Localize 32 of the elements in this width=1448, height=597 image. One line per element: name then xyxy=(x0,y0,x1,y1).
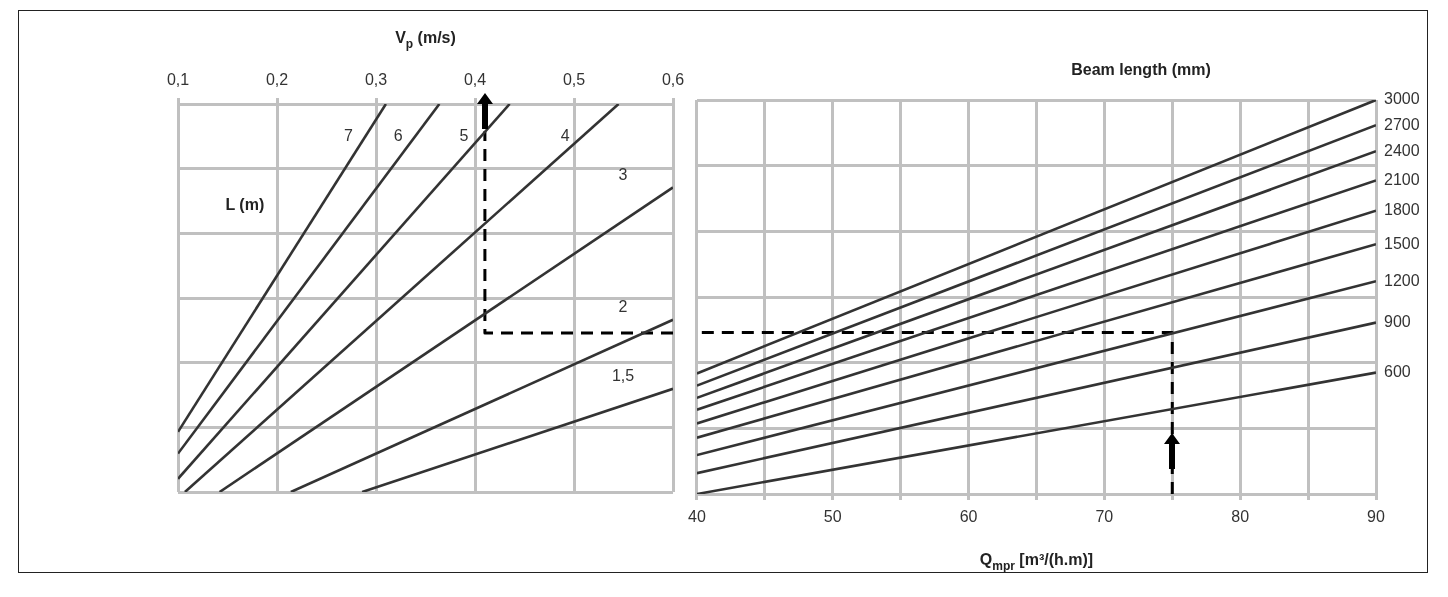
x-tick-label: 0,3 xyxy=(364,70,388,88)
series-label: 2100 xyxy=(1384,170,1420,188)
x-tick-label: 90 xyxy=(1367,508,1385,526)
series-label: 1500 xyxy=(1384,234,1420,252)
legend-title: Beam length (mm) xyxy=(1071,61,1211,78)
series-label: 3000 xyxy=(1384,90,1420,108)
series-label: 1,5 xyxy=(611,367,635,385)
series-label: 3 xyxy=(618,165,628,183)
x-tick-label: 70 xyxy=(1095,508,1114,526)
series-label: 1200 xyxy=(1384,271,1420,289)
x-axis-title: Q$_{mpr}$ [m³/(h.m)] xyxy=(979,551,1094,573)
series-label: 5 xyxy=(459,127,469,145)
x-tick-label: 0,1 xyxy=(166,70,190,88)
series-label: 1800 xyxy=(1384,201,1420,219)
x-tick-label: 0,2 xyxy=(265,70,289,88)
series-label: 2700 xyxy=(1384,115,1420,133)
series-label: 2 xyxy=(618,298,628,316)
x-tick-label: 80 xyxy=(1231,508,1250,526)
series-label: 2400 xyxy=(1384,141,1420,159)
x-tick-label: 0,5 xyxy=(562,70,586,88)
x-tick-label: 60 xyxy=(959,508,978,526)
series-label: 7 xyxy=(344,127,354,145)
x-tick-label: 40 xyxy=(688,508,706,526)
series-label: 900 xyxy=(1384,313,1411,331)
series-label: 6 xyxy=(393,127,403,145)
x-tick-label: 0,4 xyxy=(463,70,487,88)
series-label: 600 xyxy=(1384,363,1411,381)
x-axis-title: V$_{p}$ (m/s) xyxy=(395,29,456,51)
series-label: 4 xyxy=(560,127,570,145)
x-tick-label: 50 xyxy=(823,508,842,526)
y-axis-title: L (m) xyxy=(225,195,265,213)
x-tick-label: 0,6 xyxy=(661,70,685,88)
